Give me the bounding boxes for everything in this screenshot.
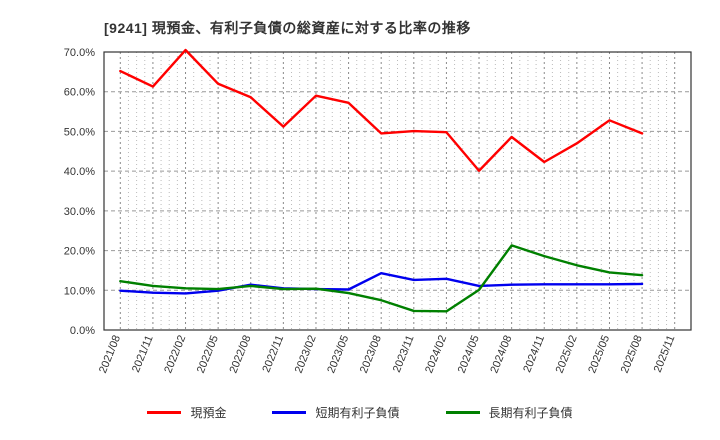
legend-item[interactable]: 短期有利子負債 — [272, 404, 400, 421]
svg-text:2023/08: 2023/08 — [358, 334, 384, 375]
svg-text:2021/11: 2021/11 — [130, 334, 156, 375]
svg-text:2023/05: 2023/05 — [325, 334, 351, 375]
svg-text:0.0%: 0.0% — [70, 325, 95, 337]
svg-text:2025/02: 2025/02 — [554, 334, 580, 375]
svg-text:2025/11: 2025/11 — [652, 334, 678, 375]
svg-text:10.0%: 10.0% — [64, 285, 95, 297]
svg-text:2024/02: 2024/02 — [423, 334, 449, 375]
svg-text:2023/02: 2023/02 — [293, 334, 319, 375]
chart-title: [9241] 現預金、有利子負債の総資産に対する比率の推移 — [104, 20, 471, 36]
legend-swatch — [445, 411, 480, 414]
legend-item[interactable]: 長期有利子負債 — [445, 404, 573, 421]
legend-label: 現預金 — [190, 406, 227, 420]
svg-text:30.0%: 30.0% — [64, 206, 95, 218]
svg-text:50.0%: 50.0% — [64, 126, 95, 138]
x-axis-ticks: 2021/08 2021/11 2022/02 2022/05 2022/08 2022/… — [97, 334, 677, 375]
svg-text:2022/08: 2022/08 — [228, 334, 254, 375]
chart-legend: 現預金 短期有利子負債 長期有利子負債 — [0, 404, 720, 421]
svg-text:2022/05: 2022/05 — [195, 334, 221, 375]
legend-swatch — [147, 411, 182, 414]
svg-text:60.0%: 60.0% — [64, 87, 95, 99]
svg-text:20.0%: 20.0% — [64, 246, 95, 258]
legend-item[interactable]: 現預金 — [147, 404, 226, 421]
svg-text:2024/08: 2024/08 — [488, 334, 514, 375]
svg-text:2021/08: 2021/08 — [97, 334, 123, 375]
legend-label: 長期有利子負債 — [488, 406, 573, 420]
svg-text:2025/08: 2025/08 — [619, 334, 645, 375]
data-series — [119, 48, 644, 313]
y-axis-ticks: 0.0% 10.0% 20.0% 30.0% 40.0% 50.0% 60.0% 70.0% — [64, 47, 95, 337]
svg-text:2022/02: 2022/02 — [162, 334, 188, 375]
legend-swatch — [272, 411, 307, 414]
plot-frame — [103, 51, 692, 331]
svg-text:2024/05: 2024/05 — [456, 334, 482, 375]
svg-text:70.0%: 70.0% — [64, 47, 95, 59]
svg-text:2022/11: 2022/11 — [260, 334, 286, 375]
legend-label: 短期有利子負債 — [315, 406, 400, 420]
svg-text:2023/11: 2023/11 — [391, 334, 417, 375]
svg-text:2025/05: 2025/05 — [586, 334, 612, 375]
svg-text:40.0%: 40.0% — [64, 166, 95, 178]
svg-text:2024/11: 2024/11 — [521, 334, 547, 375]
